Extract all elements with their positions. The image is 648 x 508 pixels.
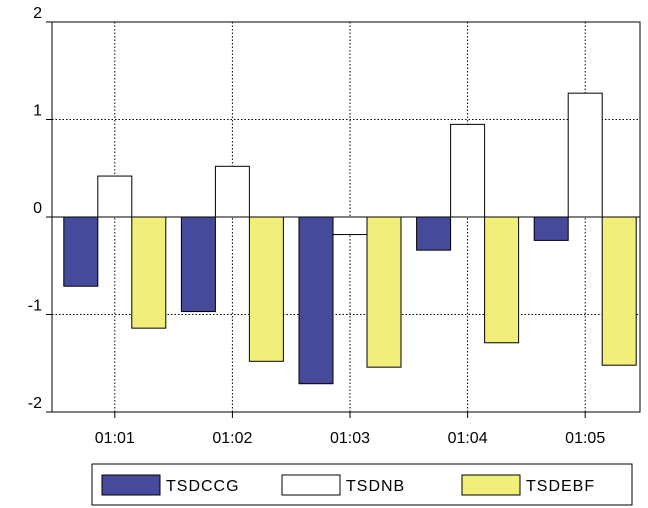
bar-tsdnb-01:02 xyxy=(214,165,250,218)
x-tick-label: 01:02 xyxy=(212,430,252,447)
bar-tsdebf-01:01 xyxy=(131,216,167,329)
legend-label-tsdebf: TSDEBF xyxy=(526,478,595,495)
y-tick-label: 2 xyxy=(33,5,42,22)
bar-tsdccg-01:02 xyxy=(180,216,216,313)
tick-labels: 2 1 0 -1 -2 01:01 01:02 01:03 01:04 01:05 xyxy=(28,5,606,447)
bar-tsdebf-01:05 xyxy=(601,216,637,366)
legend-box xyxy=(91,463,633,506)
bar-tsdebf-01:02 xyxy=(248,216,284,362)
legend-swatch-tsdebf xyxy=(461,474,521,496)
bars xyxy=(63,92,637,385)
x-tick-label: 01:01 xyxy=(95,430,135,447)
bar-tsdccg-01:05 xyxy=(533,216,569,241)
x-tick-label: 01:04 xyxy=(448,430,488,447)
y-tick-label: -1 xyxy=(28,298,42,315)
y-tick-label: -2 xyxy=(28,395,42,412)
bar-tsdnb-01:03 xyxy=(332,216,368,236)
legend-swatch-tsdnb xyxy=(281,474,341,496)
bar-tsdccg-01:03 xyxy=(298,216,334,385)
bar-tsdccg-01:04 xyxy=(416,216,452,251)
y-tick-label: 1 xyxy=(33,103,42,120)
legend-swatch-tsdccg xyxy=(101,474,161,496)
legend: TSDCCG TSDNB TSDEBF xyxy=(91,463,633,506)
legend-label-tsdccg: TSDCCG xyxy=(166,478,240,495)
bar-tsdebf-01:04 xyxy=(484,216,520,344)
legend-label-tsdnb: TSDNB xyxy=(346,478,405,495)
axes xyxy=(46,21,641,418)
x-tick-label: 01:05 xyxy=(565,430,605,447)
bar-tsdnb-01:01 xyxy=(97,175,133,218)
bar-tsdccg-01:01 xyxy=(63,216,99,287)
bar-tsdnb-01:04 xyxy=(450,123,486,218)
x-tick-label: 01:03 xyxy=(330,430,370,447)
bar-tsdnb-01:05 xyxy=(567,92,603,218)
y-tick-label: 0 xyxy=(33,200,42,217)
bar-tsdebf-01:03 xyxy=(366,216,402,368)
